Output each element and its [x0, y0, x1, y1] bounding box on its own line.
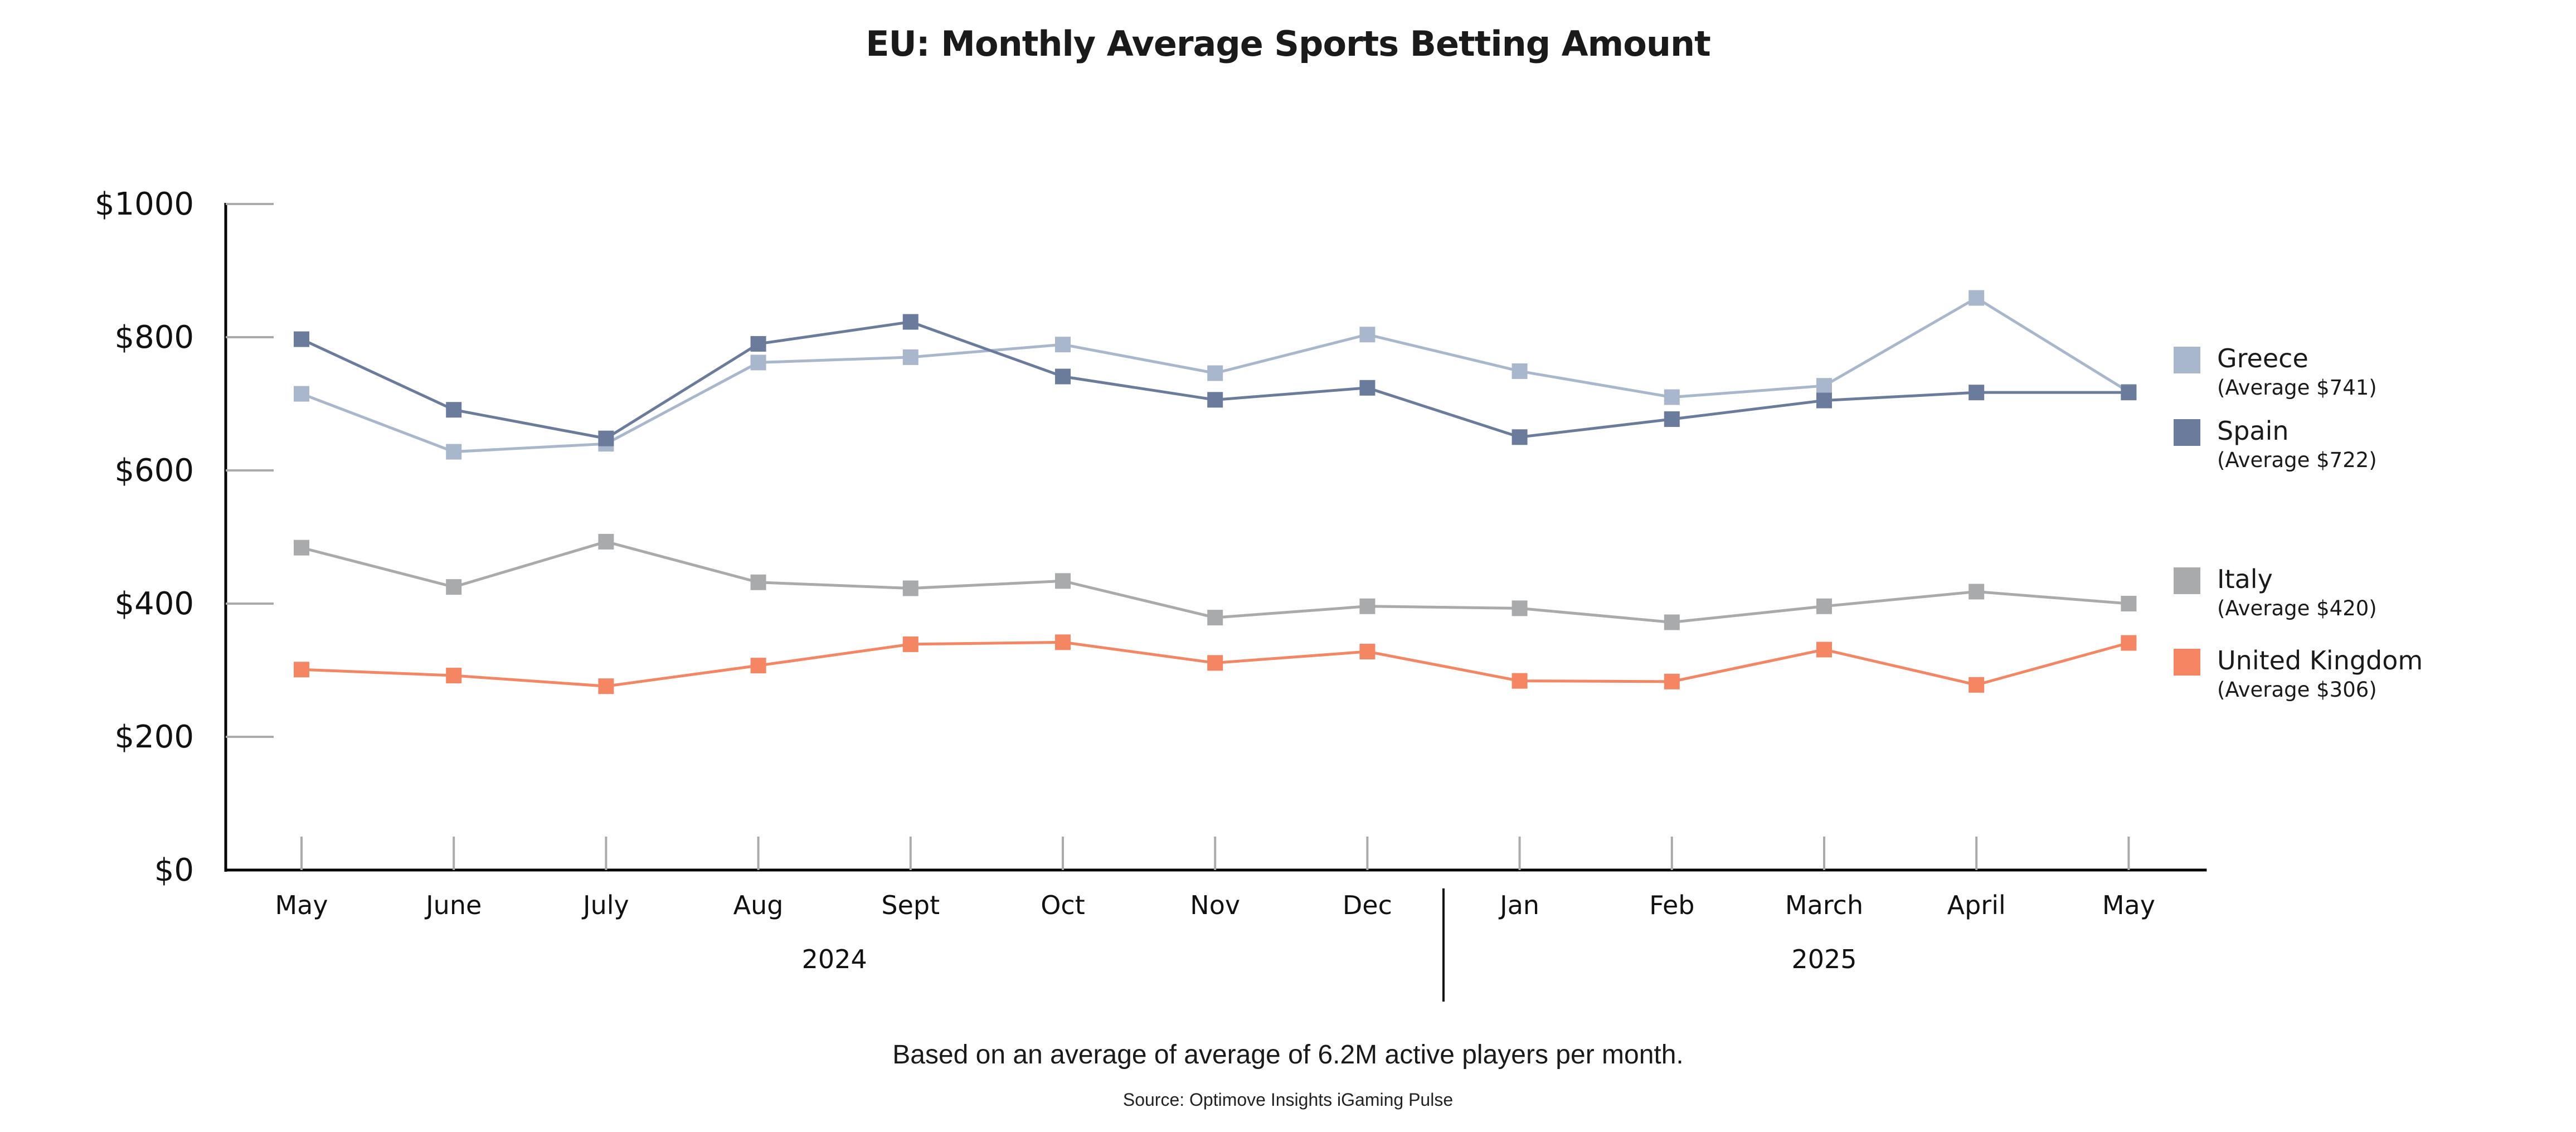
- legend-label: Greece: [2217, 343, 2308, 373]
- x-tick-label: July: [581, 890, 629, 920]
- data-point-spain: [1207, 392, 1223, 408]
- x-tick-label: Oct: [1041, 890, 1085, 920]
- chart-source: Source: Optimove Insights iGaming Pulse: [1122, 1090, 1454, 1110]
- data-point-spain: [1816, 392, 1832, 409]
- series-lines: [294, 290, 2137, 694]
- data-point-spain: [1664, 411, 1680, 427]
- data-point-italy: [902, 580, 918, 596]
- x-tick-label: April: [1947, 890, 2006, 920]
- data-point-greece: [750, 354, 766, 371]
- x-tick-label: Nov: [1190, 890, 1240, 920]
- legend-swatch-italy: [2174, 567, 2200, 594]
- legend-label: Italy: [2217, 564, 2273, 594]
- y-axis: $0 $200 $400 $600 $800 $1000: [95, 186, 274, 888]
- y-tick-label: $400: [114, 586, 194, 622]
- data-point-spain: [1969, 385, 1985, 401]
- data-point-spain: [446, 402, 462, 418]
- legend-average: (Average $741): [2217, 376, 2377, 400]
- data-point-greece: [1969, 290, 1985, 306]
- year-label: 2024: [802, 944, 867, 974]
- data-point-greece: [1055, 337, 1071, 353]
- data-point-united-kingdom: [1207, 655, 1223, 671]
- data-point-united-kingdom: [2121, 635, 2137, 651]
- legend-swatch-greece: [2174, 347, 2200, 373]
- data-point-spain: [1511, 429, 1528, 445]
- data-point-spain: [902, 314, 918, 330]
- data-point-spain: [2121, 385, 2137, 401]
- data-point-italy: [2121, 596, 2137, 611]
- y-tick-label: $0: [154, 852, 194, 888]
- data-point-italy: [598, 533, 614, 550]
- x-tick-label: Feb: [1649, 890, 1694, 920]
- x-axis: May June July Aug Sept Oct Nov Dec Jan Feb March Ap…: [225, 837, 2207, 1002]
- data-point-united-kingdom: [446, 668, 462, 684]
- y-tick-label: $600: [114, 453, 194, 489]
- chart-title: EU: Monthly Average Sports Betting Amoun…: [866, 23, 1711, 64]
- data-point-united-kingdom: [1055, 634, 1071, 650]
- data-point-united-kingdom: [1969, 677, 1985, 693]
- data-point-italy: [1969, 584, 1985, 600]
- data-point-greece: [1816, 378, 1832, 394]
- legend-swatch-spain: [2174, 419, 2200, 446]
- data-point-greece: [294, 386, 309, 402]
- data-point-greece: [446, 444, 462, 460]
- x-tick-label: Sept: [881, 890, 940, 920]
- x-tick-label: March: [1785, 890, 1863, 920]
- data-point-spain: [1359, 380, 1376, 396]
- data-point-italy: [1055, 573, 1071, 589]
- data-point-united-kingdom: [1816, 642, 1832, 658]
- data-point-united-kingdom: [1664, 673, 1680, 689]
- legend-average: (Average $306): [2217, 678, 2377, 702]
- data-point-greece: [1359, 327, 1376, 343]
- legend-average: (Average $722): [2217, 448, 2377, 472]
- y-tick-label: $800: [114, 319, 194, 356]
- x-tick-label: Aug: [733, 890, 784, 920]
- data-point-italy: [446, 579, 462, 595]
- data-point-italy: [750, 574, 766, 590]
- data-point-spain: [294, 331, 309, 347]
- data-point-italy: [1359, 598, 1376, 614]
- legend-label: United Kingdom: [2217, 645, 2423, 676]
- legend-label: Spain: [2217, 416, 2289, 446]
- data-point-spain: [598, 430, 614, 446]
- data-point-united-kingdom: [1359, 644, 1376, 660]
- data-point-united-kingdom: [598, 678, 614, 694]
- x-tick-label: May: [275, 890, 328, 920]
- chart-note: Based on an average of average of 6.2M a…: [892, 1040, 1684, 1070]
- data-point-italy: [1664, 614, 1680, 630]
- year-label: 2025: [1791, 944, 1856, 974]
- x-tick-label: Jan: [1498, 890, 1539, 920]
- data-point-spain: [750, 336, 766, 352]
- data-point-greece: [1664, 389, 1680, 405]
- data-point-united-kingdom: [294, 662, 309, 678]
- data-point-united-kingdom: [1511, 673, 1528, 689]
- data-point-italy: [1207, 610, 1223, 626]
- data-point-united-kingdom: [750, 658, 766, 674]
- data-point-italy: [1511, 600, 1528, 616]
- x-tick-label: May: [2102, 890, 2155, 920]
- y-tick-label: $200: [114, 719, 194, 755]
- data-point-italy: [1816, 598, 1832, 614]
- data-point-united-kingdom: [902, 636, 918, 652]
- data-point-spain: [1055, 368, 1071, 385]
- data-point-greece: [1511, 363, 1528, 379]
- x-tick-label: Dec: [1343, 890, 1392, 920]
- data-point-greece: [902, 349, 918, 365]
- data-point-italy: [294, 540, 309, 556]
- data-point-greece: [1207, 365, 1223, 381]
- legend-swatch-united-kingdom: [2174, 649, 2200, 676]
- x-tick-label: June: [424, 890, 482, 920]
- y-tick-label: $1000: [95, 186, 194, 222]
- legend-average: (Average $420): [2217, 596, 2377, 620]
